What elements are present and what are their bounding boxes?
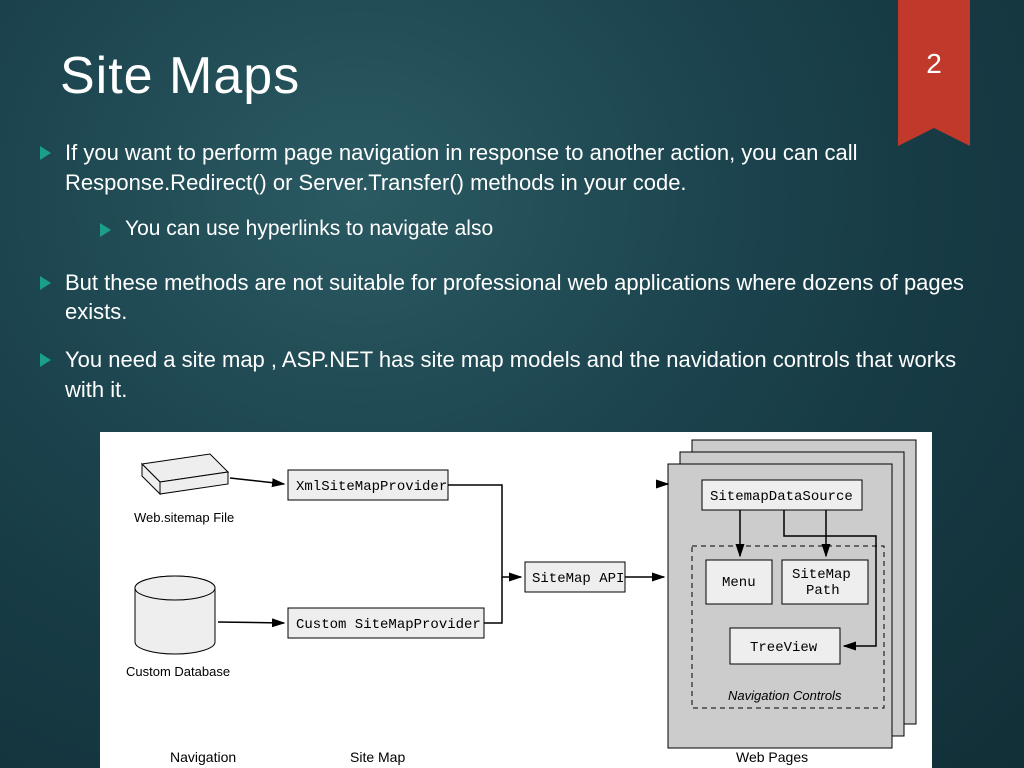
bullet-item: But these methods are not suitable for p…	[40, 268, 976, 327]
bottom-label-nav: Navigation	[170, 749, 236, 765]
bullet-text: You need a site map , ASP.NET has site m…	[65, 345, 976, 404]
node-navgroup-label: Navigation Controls	[728, 688, 842, 703]
bullet-arrow-icon	[40, 353, 51, 367]
diagram-svg: Web.sitemap File Custom Database XmlSite…	[100, 432, 932, 768]
bullet-item: You need a site map , ASP.NET has site m…	[40, 345, 976, 404]
node-custprov-label: Custom SiteMapProvider	[296, 617, 481, 633]
page-number-ribbon: 2	[898, 0, 970, 128]
edge-custprov-api	[484, 577, 502, 623]
node-api-label: SiteMap API	[532, 571, 624, 587]
page-number: 2	[926, 48, 942, 80]
edge-db-custprov	[218, 622, 284, 623]
bullet-arrow-icon	[40, 146, 51, 160]
slide-title: Site Maps	[60, 46, 300, 106]
node-smpath-label-1: SiteMap	[792, 567, 851, 583]
bullet-text: But these methods are not suitable for p…	[65, 268, 976, 327]
bullet-list: If you want to perform page navigation i…	[40, 138, 976, 422]
node-db-icon	[135, 576, 215, 654]
bottom-label-sitemap: Site Map	[350, 749, 405, 765]
bullet-arrow-icon	[40, 276, 51, 290]
bullet-text: If you want to perform page navigation i…	[65, 138, 976, 197]
node-db-label: Custom Database	[126, 664, 230, 679]
node-menu-label: Menu	[722, 575, 756, 591]
node-xmlprov-label: XmlSiteMapProvider	[296, 479, 447, 495]
node-file-label: Web.sitemap File	[134, 510, 234, 525]
bullet-arrow-icon	[100, 223, 111, 237]
bullet-item-sub: You can use hyperlinks to navigate also	[100, 215, 976, 243]
node-file-icon	[142, 454, 228, 494]
node-treeview-label: TreeView	[750, 640, 818, 656]
node-smpath-label-2: Path	[806, 583, 840, 599]
bullet-item: If you want to perform page navigation i…	[40, 138, 976, 197]
edge-xmlprov-api	[448, 485, 521, 577]
sitemap-diagram: Web.sitemap File Custom Database XmlSite…	[100, 432, 932, 768]
edge-file-xmlprov	[230, 478, 284, 484]
bottom-label-webpages: Web Pages	[736, 749, 808, 765]
bullet-text: You can use hyperlinks to navigate also	[125, 215, 976, 243]
node-datasrc-label: SitemapDataSource	[710, 489, 853, 505]
